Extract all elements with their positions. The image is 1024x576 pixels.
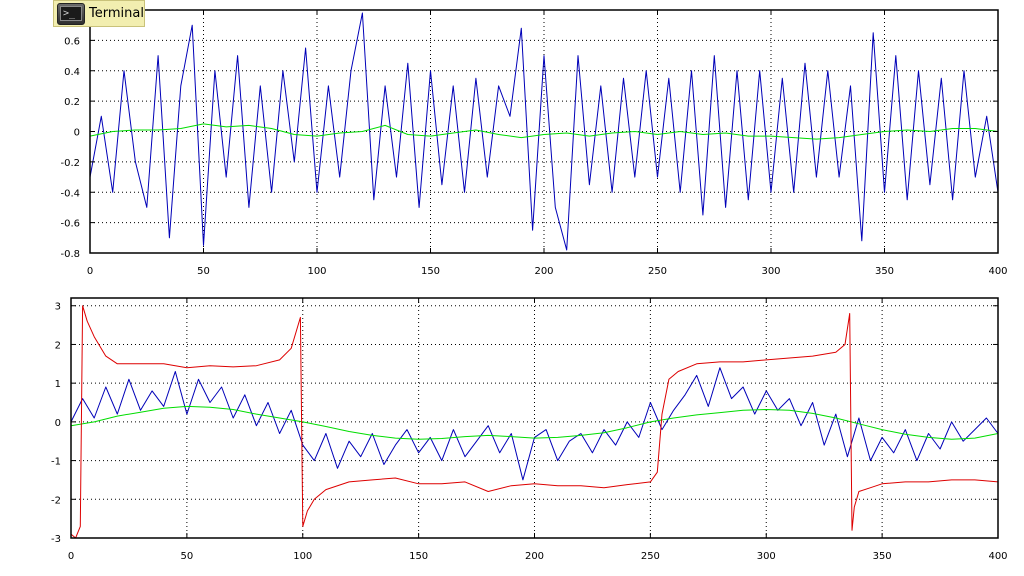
- y-tick-label: 0.6: [64, 36, 80, 47]
- y-tick-label: -2: [51, 495, 61, 506]
- series-line-2: [70, 405, 999, 440]
- series-line-1: [70, 367, 999, 481]
- series-line-1: [89, 12, 999, 251]
- terminal-icon: >_: [57, 2, 85, 25]
- x-tick-label: 0: [68, 551, 74, 562]
- x-tick-label: 250: [641, 551, 660, 562]
- y-tick-label: -0.8: [60, 249, 80, 260]
- x-tick-label: 400: [988, 266, 1007, 277]
- y-tick-label: 0.2: [64, 97, 80, 108]
- y-tick-label: -0.2: [60, 158, 80, 169]
- x-tick-label: 350: [875, 266, 894, 277]
- terminal-label: Terminal: [89, 6, 144, 21]
- series-line-3: [70, 305, 999, 539]
- y-tick-label: 0: [55, 418, 61, 429]
- y-tick-label: -0.6: [60, 219, 80, 230]
- x-tick-label: 100: [293, 551, 312, 562]
- x-tick-label: 300: [761, 266, 780, 277]
- y-tick-label: 0.4: [64, 67, 80, 78]
- y-tick-label: -3: [51, 534, 61, 545]
- x-tick-label: 50: [181, 551, 194, 562]
- y-tick-label: 0: [74, 128, 80, 139]
- x-tick-label: 0: [87, 266, 93, 277]
- chart-panel-2: 0 50 100 150 200 250 300 350 400 -3 -2 -1 0 1 2 3: [51, 297, 1008, 562]
- chart-panel-1: 0 50 100 150 200 250 300 350 400 -0.8 -0.6 -0.4 -0.2…: [60, 9, 1008, 277]
- x-tick-label: 100: [307, 266, 326, 277]
- x-tick-label: 350: [873, 551, 892, 562]
- y-tick-label: -1: [51, 457, 61, 468]
- series-line-2: [89, 123, 999, 140]
- x-tick-label: 50: [197, 266, 210, 277]
- x-tick-label: 400: [988, 551, 1007, 562]
- y-tick-label: 1: [55, 379, 61, 390]
- x-tick-label: 200: [525, 551, 544, 562]
- y-tick-label: -0.4: [60, 188, 80, 199]
- x-tick-label: 150: [409, 551, 428, 562]
- terminal-badge[interactable]: >_ Terminal: [53, 0, 145, 27]
- y-tick-label: 3: [55, 302, 61, 313]
- x-tick-label: 200: [534, 266, 553, 277]
- y-tick-label: 2: [55, 340, 61, 351]
- x-tick-label: 250: [648, 266, 667, 277]
- x-tick-label: 150: [421, 266, 440, 277]
- x-tick-label: 300: [757, 551, 776, 562]
